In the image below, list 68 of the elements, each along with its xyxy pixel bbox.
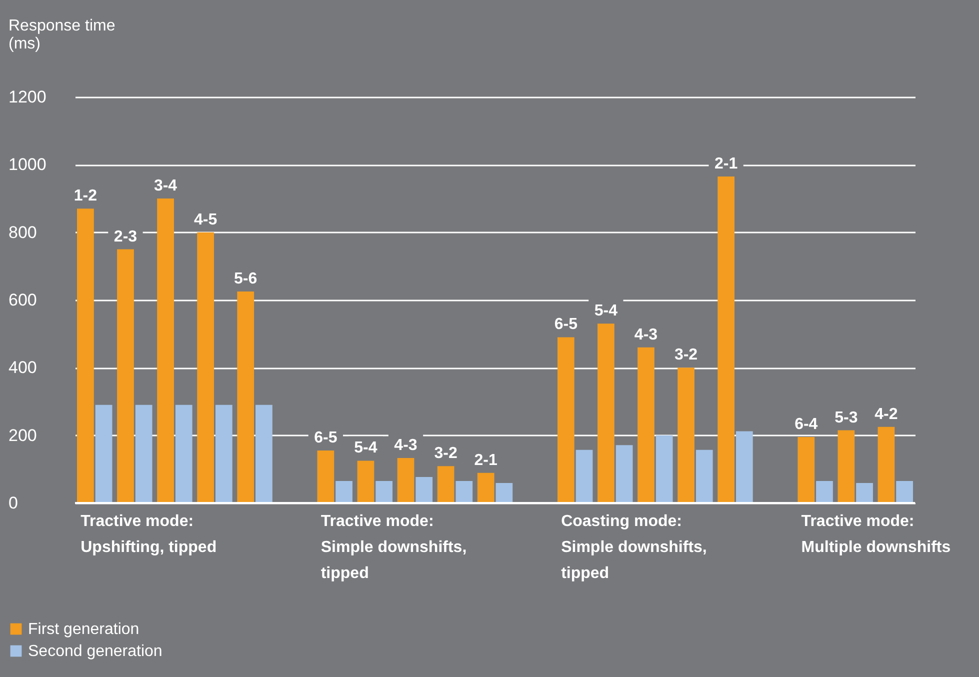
bar bbox=[576, 450, 593, 503]
bar bbox=[197, 232, 214, 503]
bar bbox=[816, 481, 833, 503]
bar bbox=[878, 426, 895, 503]
y-tick-label: 800 bbox=[8, 222, 37, 242]
bar bbox=[416, 476, 433, 503]
bar bbox=[678, 368, 694, 503]
x-tick-label: 1-2 bbox=[74, 188, 98, 205]
bar bbox=[718, 176, 734, 503]
text: Tractive mode: Multiple downshifts bbox=[801, 513, 951, 556]
x-tick-label: 2-3 bbox=[114, 228, 138, 246]
bar bbox=[175, 404, 192, 503]
bar bbox=[696, 450, 713, 503]
x-tick-label: 3-4 bbox=[154, 178, 178, 194]
bar bbox=[616, 445, 633, 503]
x-tick-label: 4-2 bbox=[874, 406, 898, 423]
bar bbox=[456, 481, 473, 503]
x-tick-label: 4-3 bbox=[634, 326, 658, 344]
x-tick-label: 6-4 bbox=[794, 416, 818, 434]
bar bbox=[357, 460, 374, 503]
bar bbox=[736, 431, 753, 503]
text: Tractive mode: Upshifting, tipped bbox=[80, 513, 217, 556]
bar bbox=[557, 337, 574, 503]
bar bbox=[77, 208, 94, 503]
bar bbox=[317, 450, 334, 503]
text: Coasting mode: Simple downshifts, tipped bbox=[561, 513, 707, 582]
bar bbox=[135, 404, 152, 503]
x-tick-label: 5-4 bbox=[354, 440, 378, 457]
x-tick-label: 3-2 bbox=[674, 346, 698, 364]
bar bbox=[157, 198, 174, 503]
bar bbox=[256, 404, 272, 503]
x-tick-label: 6-5 bbox=[554, 316, 578, 334]
bar bbox=[376, 481, 392, 503]
bar bbox=[336, 481, 352, 503]
bar bbox=[838, 430, 855, 503]
bar bbox=[477, 472, 494, 503]
bar bbox=[437, 466, 454, 503]
bar bbox=[798, 437, 815, 503]
y-tick-label: 1200 bbox=[8, 88, 46, 106]
y-axis-title: Response time (ms) bbox=[8, 18, 116, 52]
bar bbox=[656, 435, 673, 503]
legend-label: First generation bbox=[28, 621, 140, 638]
x-tick-label: 4-3 bbox=[394, 437, 418, 454]
x-tick-label: 5-6 bbox=[234, 270, 258, 288]
y-tick-label: 0 bbox=[8, 494, 18, 512]
x-tick-label: 5-3 bbox=[834, 409, 858, 426]
text: Tractive mode: Simple downshifts, tipped bbox=[320, 513, 467, 582]
bar bbox=[496, 483, 513, 503]
legend-label: Second generation bbox=[28, 643, 162, 660]
bar bbox=[638, 347, 654, 503]
bar bbox=[95, 404, 112, 503]
x-tick-label: 2-1 bbox=[474, 452, 498, 469]
y-tick-label: 400 bbox=[8, 358, 37, 378]
y-tick-label: 200 bbox=[8, 426, 37, 445]
y-tick-label: 600 bbox=[8, 290, 37, 310]
bar bbox=[598, 324, 614, 503]
bar bbox=[117, 249, 134, 503]
bar bbox=[237, 292, 254, 503]
bar bbox=[856, 483, 873, 503]
bar bbox=[215, 404, 232, 503]
x-tick-label: 3-2 bbox=[434, 445, 458, 462]
bar bbox=[397, 458, 414, 503]
bar bbox=[896, 481, 913, 503]
x-tick-label: 2-1 bbox=[714, 156, 738, 173]
y-tick-label: 1000 bbox=[8, 155, 46, 174]
x-tick-label: 5-4 bbox=[594, 302, 618, 320]
x-tick-label: 6-5 bbox=[314, 430, 338, 447]
x-tick-label: 4-5 bbox=[194, 211, 218, 228]
